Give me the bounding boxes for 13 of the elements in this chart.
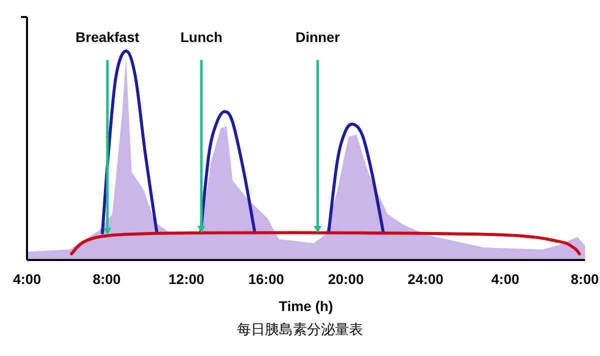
x-axis-title: Time (h) bbox=[278, 298, 334, 314]
x-tick-label: 4:00 bbox=[491, 271, 520, 287]
x-tick-label: 20:00 bbox=[328, 271, 364, 287]
x-tick-label: 4:00 bbox=[12, 271, 42, 287]
text: 每日胰島素分泌量表 bbox=[237, 322, 363, 338]
x-tick-label: 16:00 bbox=[248, 271, 284, 287]
x-tick-label: 12:00 bbox=[168, 271, 205, 287]
x-tick-label: 8:00 bbox=[570, 271, 599, 287]
x-tick-label: 8:00 bbox=[92, 271, 121, 287]
annotation: Dinner bbox=[295, 29, 340, 45]
x-tick-label: 24:00 bbox=[408, 271, 444, 287]
annotation: Lunch bbox=[180, 29, 222, 45]
annotation: Breakfast bbox=[75, 29, 140, 45]
